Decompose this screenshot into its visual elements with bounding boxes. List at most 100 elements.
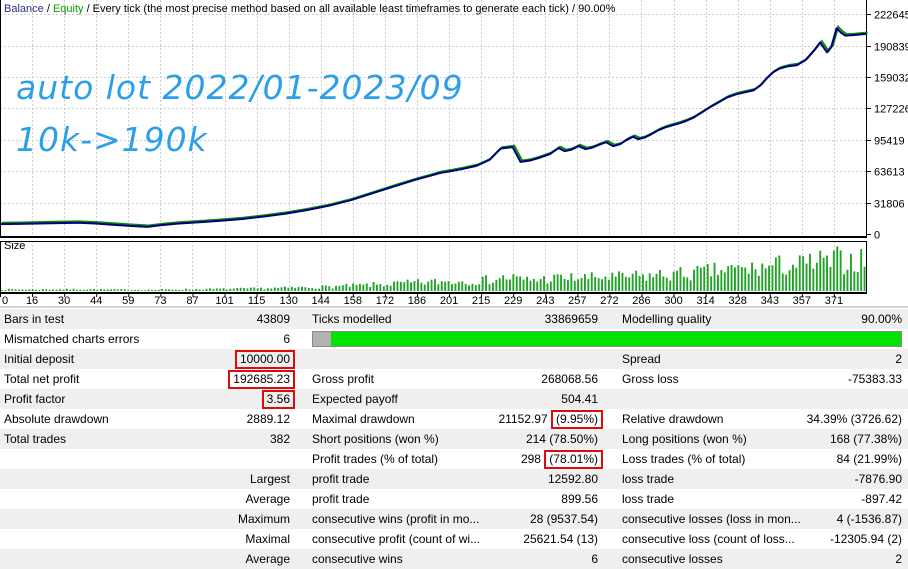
table-zone: Gross loss -75383.33 bbox=[622, 369, 902, 389]
stat-label: loss trade bbox=[622, 472, 675, 486]
size-bar bbox=[164, 289, 167, 291]
stat-label: consecutive loss (count of loss... bbox=[622, 532, 795, 546]
size-bar bbox=[379, 284, 382, 291]
x-axis-label: 73 bbox=[154, 295, 166, 307]
size-bar bbox=[628, 277, 631, 291]
size-bar bbox=[318, 288, 320, 291]
stat-label: consecutive losses (loss in mon... bbox=[622, 512, 801, 526]
size-bar bbox=[345, 283, 348, 291]
size-bar bbox=[843, 274, 845, 291]
size-bar bbox=[672, 271, 675, 291]
size-bar bbox=[485, 275, 487, 291]
stat-value: Average bbox=[245, 552, 290, 566]
size-bar bbox=[676, 270, 678, 291]
stat-value: 84 (21.99%) bbox=[836, 452, 902, 466]
table-zone: Maximum bbox=[4, 509, 290, 529]
x-axis-label: 343 bbox=[761, 295, 779, 307]
size-bar bbox=[826, 255, 828, 291]
size-bar bbox=[836, 246, 839, 291]
size-bar bbox=[526, 276, 528, 291]
size-bar bbox=[764, 268, 767, 291]
size-bar bbox=[348, 286, 351, 291]
stat-label: Long positions (won %) bbox=[622, 432, 747, 446]
size-bar bbox=[577, 279, 580, 291]
size-bar bbox=[659, 270, 661, 291]
size-bar bbox=[635, 270, 638, 291]
stat-value: 3.56 bbox=[261, 389, 295, 409]
size-bar bbox=[14, 289, 17, 291]
x-axis-label: 286 bbox=[632, 295, 650, 307]
table-zone: Profit factor 3.56 bbox=[4, 389, 295, 409]
size-bar bbox=[290, 286, 293, 291]
size-bar bbox=[246, 288, 249, 291]
table-zone: Profit trades (% of total) 298 (78.01%) bbox=[312, 449, 603, 469]
size-bar bbox=[474, 285, 477, 291]
size-bar bbox=[209, 288, 211, 291]
size-bar bbox=[76, 289, 78, 291]
size-bar bbox=[41, 289, 44, 291]
stat-value: 2 bbox=[895, 552, 902, 566]
size-bar bbox=[324, 285, 327, 291]
size-bar bbox=[21, 289, 24, 291]
size-bar bbox=[740, 267, 743, 291]
size-bar bbox=[256, 288, 259, 291]
size-bar bbox=[69, 289, 72, 291]
size-bar bbox=[703, 266, 706, 291]
chart-title-sep: / bbox=[43, 3, 53, 15]
table-zone: Short positions (won %) 214 (78.50%) bbox=[312, 429, 598, 449]
size-bar bbox=[389, 285, 392, 291]
y-axis-label: 63613 bbox=[874, 167, 905, 179]
x-axis-label: 101 bbox=[215, 295, 233, 307]
stat-label: Modelling quality bbox=[622, 312, 712, 326]
size-bar bbox=[198, 289, 201, 291]
stat-label: Spread bbox=[622, 352, 661, 366]
size-bar bbox=[48, 289, 51, 291]
size-bar bbox=[365, 283, 368, 291]
table-zone: Maximal drawdown 21152.97 (9.95%) bbox=[312, 409, 603, 429]
table-row: Initial deposit 10000.00 Spread 2 bbox=[0, 349, 908, 369]
size-bar bbox=[79, 289, 82, 291]
size-bar bbox=[529, 280, 532, 291]
size-bar bbox=[590, 272, 593, 291]
size-bar bbox=[437, 284, 440, 291]
size-bar bbox=[815, 262, 818, 291]
x-axis-label: 229 bbox=[504, 295, 522, 307]
size-bar bbox=[621, 272, 624, 291]
stat-label: Maximal drawdown bbox=[312, 412, 415, 426]
size-bar bbox=[106, 289, 109, 291]
size-bar bbox=[587, 279, 590, 291]
size-bar bbox=[72, 288, 75, 291]
size-bar bbox=[229, 288, 232, 291]
stat-value: 4 (-1536.87) bbox=[836, 512, 902, 526]
balance-equity-chart[interactable]: 222645 190839 159032 127226 95419 63613 31806 0… bbox=[0, 0, 908, 308]
size-bar bbox=[464, 283, 467, 291]
size-bar bbox=[328, 286, 331, 291]
x-axis-label: 257 bbox=[568, 295, 586, 307]
y-axis-label: 159032 bbox=[874, 73, 908, 85]
size-bar bbox=[846, 269, 849, 291]
red-highlight-box: 192685.23 bbox=[228, 370, 295, 389]
size-bar bbox=[212, 289, 215, 291]
size-bar bbox=[720, 270, 723, 291]
stat-value: 2 bbox=[895, 352, 902, 366]
table-zone: Modelling quality 90.00% bbox=[622, 309, 902, 329]
size-bar bbox=[682, 276, 685, 291]
stat-label: Short positions (won %) bbox=[312, 432, 439, 446]
stat-label: profit trade bbox=[312, 472, 370, 486]
size-bar bbox=[65, 288, 68, 291]
table-zone: Expected payoff 504.41 bbox=[312, 389, 598, 409]
size-bar bbox=[103, 289, 106, 291]
stat-label: profit trade bbox=[312, 492, 370, 506]
chart-panel: 222645 190839 159032 127226 95419 63613 31806 0… bbox=[0, 0, 908, 308]
size-bar bbox=[304, 287, 307, 291]
table-zone: profit trade 899.56 bbox=[312, 489, 598, 509]
table-zone: Mismatched charts errors 6 bbox=[4, 329, 290, 349]
y-axis-label: 95419 bbox=[874, 136, 905, 148]
size-bar bbox=[768, 265, 770, 291]
size-bar bbox=[222, 288, 225, 291]
size-bar bbox=[519, 276, 522, 291]
stat-value: Average bbox=[245, 492, 290, 506]
size-bar bbox=[202, 289, 205, 291]
size-bar bbox=[127, 290, 129, 291]
